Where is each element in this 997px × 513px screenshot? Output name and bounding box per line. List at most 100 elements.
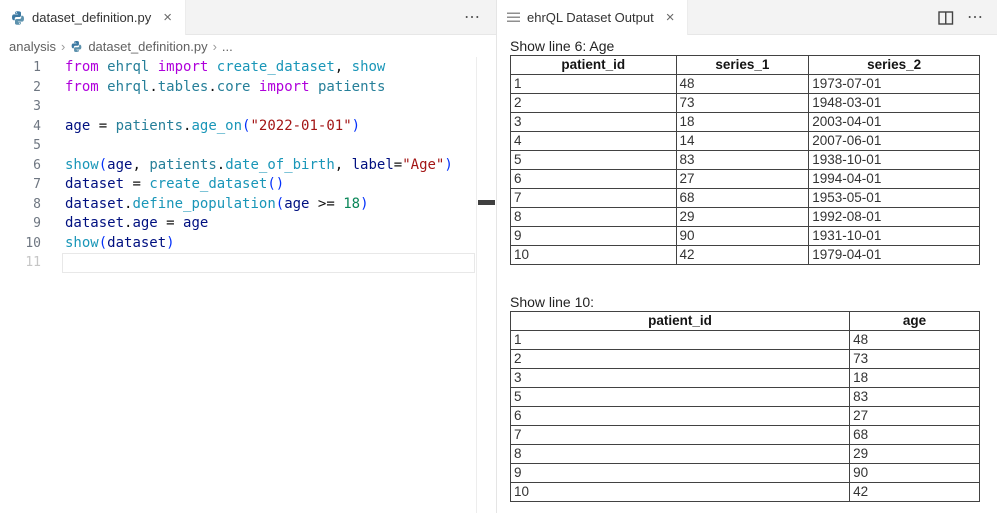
line-number: 2 xyxy=(33,79,41,95)
table-cell: 6 xyxy=(510,169,677,189)
list-icon xyxy=(507,12,520,22)
code-line[interactable]: 2 from ehrql.tables.core import patients xyxy=(0,78,496,98)
code-line[interactable]: 4 age = patients.age_on("2022-01-01") xyxy=(0,117,496,137)
table-row: 3 18 xyxy=(509,368,980,388)
right-editor-actions: ⋯ xyxy=(938,0,997,35)
table-cell: 8 xyxy=(510,207,677,227)
code-text: age = patients.age_on("2022-01-01") xyxy=(65,117,361,134)
tab-title: dataset_definition.py xyxy=(32,10,152,25)
table-header-cell: age xyxy=(849,311,980,331)
more-actions-icon[interactable]: ⋯ xyxy=(464,8,481,26)
close-icon[interactable]: × xyxy=(665,9,675,26)
breadcrumb-item-symbol[interactable]: ... xyxy=(221,38,233,54)
table-cell: 27 xyxy=(849,406,980,426)
table-cell: 9 xyxy=(510,226,677,246)
breadcrumb: analysis › dataset_definition.py › ... xyxy=(0,35,496,57)
chevron-right-icon: › xyxy=(60,38,66,54)
table-cell: 29 xyxy=(849,444,980,464)
output-content: Show line 6: Age patient_id series_1 series… xyxy=(497,35,997,513)
code-text: from ehrql import create_dataset, show xyxy=(65,59,386,75)
table-row: 10 42 1979-04-01 xyxy=(510,245,980,265)
table-cell: 1953-05-01 xyxy=(808,188,980,208)
table-cell: 73 xyxy=(675,93,810,113)
code-line[interactable]: 10 show(dataset) xyxy=(0,234,496,254)
more-actions-icon[interactable]: ⋯ xyxy=(967,8,984,26)
table-header-row: patient_id series_1 series_2 xyxy=(510,55,980,75)
tab-dataset-definition[interactable]: dataset_definition.py × xyxy=(0,0,187,35)
table-header-cell: series_2 xyxy=(808,55,980,75)
table-cell: 18 xyxy=(849,368,980,388)
line-number: 1 xyxy=(33,60,41,75)
table-row: 8 29 xyxy=(509,444,980,464)
table-cell: 27 xyxy=(675,169,810,189)
overview-ruler-decoration xyxy=(478,200,495,205)
table-cell: 83 xyxy=(849,387,980,407)
editor-group-left: dataset_definition.py × ⋯ analysis › dat… xyxy=(0,0,497,513)
table-cell: 83 xyxy=(675,150,810,170)
chevron-right-icon: › xyxy=(212,38,217,54)
code-text: dataset.age = age xyxy=(65,215,209,231)
table-cell: 73 xyxy=(849,349,980,369)
table-cell: 42 xyxy=(849,482,980,502)
code-text: dataset = create_dataset() xyxy=(65,176,285,192)
code-text: from ehrql.tables.core import patients xyxy=(65,78,386,95)
table-row: 10 42 xyxy=(509,482,980,502)
tab-ehrql-dataset-output[interactable]: ehrQL Dataset Output × xyxy=(497,0,689,35)
table-cell: 68 xyxy=(675,188,810,208)
table-header-cell: series_1 xyxy=(675,55,810,75)
table-cell: 1938-10-01 xyxy=(808,150,980,170)
table-row: 6 27 xyxy=(509,406,980,426)
table-cell: 48 xyxy=(675,74,810,94)
code-line[interactable]: 6 show(age, patients.date_of_birth, label… xyxy=(0,156,496,176)
table-cell: 7 xyxy=(509,425,851,445)
code-line[interactable]: 8 dataset.define_population(age >= 18) xyxy=(0,195,496,215)
line-number: 11 xyxy=(25,255,41,270)
line-number: 3 xyxy=(33,99,41,114)
close-icon[interactable]: × xyxy=(163,9,173,26)
table-cell: 18 xyxy=(675,112,810,132)
table-row: 5 83 1938-10-01 xyxy=(510,150,980,170)
table-cell: 42 xyxy=(675,245,810,265)
output-table: patient_id age 1 48 2 73 3 18 5 83 6 27 7 68 8 29 9 90 10 4… xyxy=(509,311,980,502)
breadcrumb-item-file[interactable]: dataset_definition.py xyxy=(88,38,208,54)
table-row: 2 73 1948-03-01 xyxy=(510,93,980,113)
editor-group-right: ehrQL Dataset Output × ⋯ Show line 6: Ag… xyxy=(497,0,997,513)
code-line[interactable]: 1 from ehrql import create_dataset, show xyxy=(0,58,496,78)
line-number: 10 xyxy=(25,235,41,251)
table-cell: 1948-03-01 xyxy=(808,93,980,113)
split-editor-icon[interactable] xyxy=(938,10,954,25)
code-text: show(age, patients.date_of_birth, label=… xyxy=(65,156,453,173)
output-table: patient_id series_1 series_2 1 48 1973-07-01 2… xyxy=(510,55,980,265)
table-cell: 10 xyxy=(510,245,677,265)
code-editor[interactable]: 1 from ehrql import create_dataset, show 2… xyxy=(0,57,496,513)
code-text xyxy=(62,253,475,273)
code-line[interactable]: 3 xyxy=(0,97,496,117)
line-number: 4 xyxy=(33,118,41,134)
table-cell: 90 xyxy=(675,226,810,246)
table-row: 1 48 xyxy=(509,330,980,350)
python-icon xyxy=(71,40,82,52)
code-text xyxy=(62,136,475,156)
table-cell: 8 xyxy=(509,444,851,464)
table-row: 6 27 1994-04-01 xyxy=(510,169,980,189)
code-line[interactable]: 7 dataset = create_dataset() xyxy=(0,175,496,195)
code-line[interactable]: 5 xyxy=(0,136,496,156)
code-line[interactable]: 11 xyxy=(0,253,496,273)
line-number: 5 xyxy=(33,138,41,153)
table-cell: 1 xyxy=(510,74,677,94)
table-cell: 3 xyxy=(510,112,677,132)
table-cell: 14 xyxy=(675,131,810,151)
table-row: 9 90 xyxy=(509,463,980,483)
line-number: 7 xyxy=(33,177,41,192)
left-tab-bar: dataset_definition.py × ⋯ xyxy=(0,0,496,35)
breadcrumb-item-analysis[interactable]: analysis xyxy=(9,38,56,54)
table-header-cell: patient_id xyxy=(509,311,851,331)
code-line[interactable]: 9 dataset.age = age xyxy=(0,214,496,234)
left-editor-actions: ⋯ xyxy=(464,0,496,35)
table-cell: 2007-06-01 xyxy=(808,131,980,151)
table-cell: 1973-07-01 xyxy=(808,74,980,94)
overview-ruler[interactable] xyxy=(476,57,496,513)
table-cell: 6 xyxy=(509,406,851,426)
table-cell: 1979-04-01 xyxy=(808,245,980,265)
